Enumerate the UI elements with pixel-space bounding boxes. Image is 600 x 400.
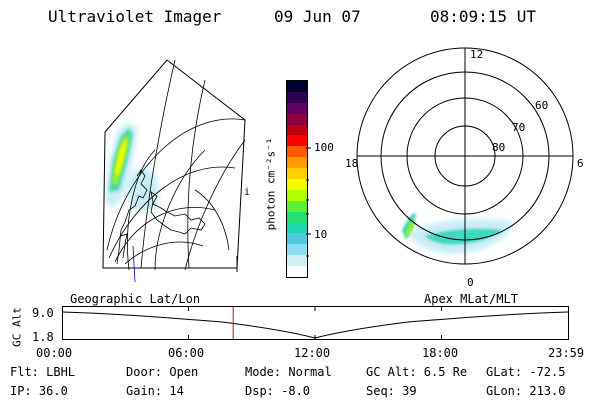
- colorbar-segment: [287, 255, 307, 267]
- mlat-label-70: 70: [512, 121, 526, 134]
- seq-status: Seq: 39: [366, 384, 417, 398]
- colorbar-ticks: [306, 147, 311, 257]
- track-x-ticks: [188, 306, 442, 340]
- gc-alt-status: GC Alt: 6.5 Re: [366, 365, 468, 379]
- gain-status: Gain: 14: [126, 384, 184, 398]
- observation-time: 08:09:15 UT: [430, 7, 536, 26]
- instrument-title: Ultraviolet Imager: [48, 7, 222, 26]
- map-grid: [106, 59, 246, 271]
- mlt-label-18: 18: [345, 157, 359, 170]
- altitude-curve: [62, 311, 569, 339]
- colorbar-segment: [287, 102, 307, 114]
- colorbar-segment: [287, 222, 307, 234]
- colorbar-segment: [287, 113, 307, 125]
- polar-mlt-plot: [356, 47, 574, 265]
- mlt-label-6: 6: [577, 157, 584, 170]
- map-side-mark: i: [244, 187, 251, 198]
- aurora-emission-polar: [402, 212, 515, 254]
- colorbar-segment: [287, 200, 307, 212]
- dsp-status: Dsp: -8.0: [245, 384, 311, 398]
- glon-status: GLon: 213.0: [486, 384, 566, 398]
- mlat-label-80: 80: [492, 141, 506, 154]
- glat-status: GLat: -72.5: [486, 365, 566, 379]
- colorbar-segment: [287, 266, 307, 278]
- track-x-tick-1200: 12:00: [294, 346, 331, 360]
- colorbar-segment: [287, 124, 307, 136]
- colorbar-tick-10: 10: [314, 228, 328, 241]
- track-x-tick-1800: 18:00: [422, 346, 459, 360]
- track-x-tick-0000: 00:00: [36, 346, 73, 360]
- aurora-emission-geo: [105, 122, 159, 212]
- colorbar-segment: [287, 168, 307, 180]
- track-x-tick-0600: 06:00: [168, 346, 205, 360]
- mlt-label-0: 0: [467, 276, 474, 289]
- track-right-title: Apex MLat/MLT: [424, 292, 518, 306]
- colorbar-segment: [287, 211, 307, 223]
- mode-status: Mode: Normal: [245, 365, 332, 379]
- geographic-map: [102, 59, 246, 283]
- mlat-label-60: 60: [535, 99, 549, 112]
- coastline: [116, 169, 206, 265]
- track-axis-label: GC Alt: [10, 307, 24, 347]
- colorbar-segment: [287, 146, 307, 158]
- intensity-colorbar: [286, 80, 308, 278]
- ip-status: IP: 36.0: [10, 384, 68, 398]
- colorbar-segment: [287, 81, 307, 92]
- colorbar-unit-label: photon cm⁻²s⁻¹: [264, 137, 278, 231]
- track-y-bottom: 1.8: [32, 330, 54, 344]
- filter-status: Flt: LBHL: [10, 365, 76, 379]
- altitude-track-plot: [62, 306, 569, 340]
- colorbar-segment: [287, 189, 307, 201]
- track-y-top: 9.0: [32, 306, 54, 320]
- observation-date: 09 Jun 07: [274, 7, 361, 26]
- track-left-title: Geographic Lat/Lon: [70, 292, 201, 306]
- colorbar-segment: [287, 91, 307, 103]
- meridian-marker: [132, 245, 136, 283]
- colorbar-segment: [287, 135, 307, 147]
- colorbar-segment: [287, 233, 307, 245]
- door-status: Door: Open: [126, 365, 199, 379]
- map-boundary: [102, 59, 246, 269]
- colorbar-segment: [287, 157, 307, 169]
- colorbar-segment: [287, 179, 307, 190]
- colorbar-tick-100: 100: [314, 141, 334, 154]
- colorbar-segment: [287, 244, 307, 256]
- track-x-tick-2359: 23:59: [548, 346, 585, 360]
- mlt-label-12: 12: [470, 48, 484, 61]
